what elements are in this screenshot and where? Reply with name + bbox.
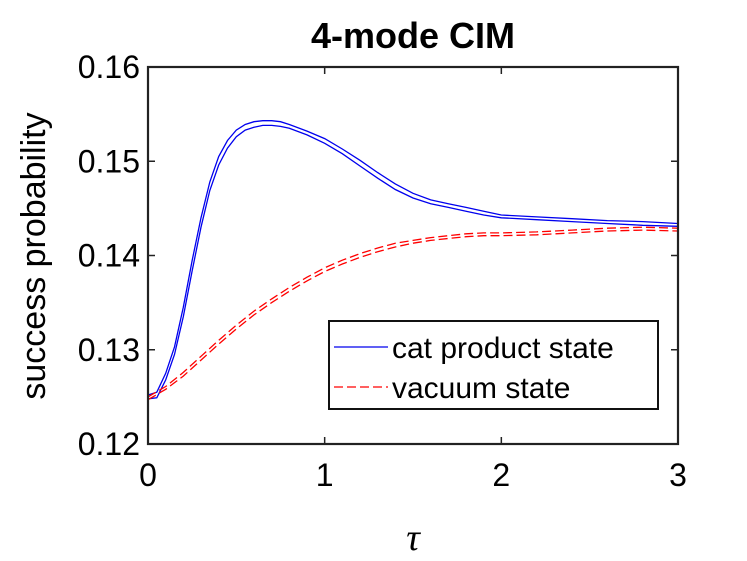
series-line-3 [147, 229, 679, 401]
y-axis-label: success probability [15, 112, 53, 399]
x-axis-label: τ [406, 517, 421, 559]
series-line-1 [147, 124, 679, 400]
plot-area: 0 1 2 3 0.12 0.13 0.14 0.15 0.16 [78, 49, 687, 493]
x-tick-label: 2 [492, 457, 510, 493]
series-line-2 [147, 226, 679, 398]
legend-label: cat product state [392, 332, 614, 365]
legend: cat product state vacuum state [328, 320, 659, 410]
x-tick-label: 1 [316, 457, 334, 493]
series-line-0 [147, 120, 679, 396]
legend-box [328, 320, 659, 410]
y-tick-label: 0.16 [78, 49, 140, 85]
y-tick-label: 0.15 [78, 143, 140, 179]
x-tick-label: 3 [669, 457, 687, 493]
chart-title: 4-mode CIM [311, 15, 515, 56]
x-tick-label: 0 [139, 457, 157, 493]
y-tick-label: 0.12 [78, 426, 140, 462]
legend-label: vacuum state [392, 372, 570, 405]
y-tick-label: 0.13 [78, 332, 140, 368]
y-tick-label: 0.14 [78, 238, 140, 274]
